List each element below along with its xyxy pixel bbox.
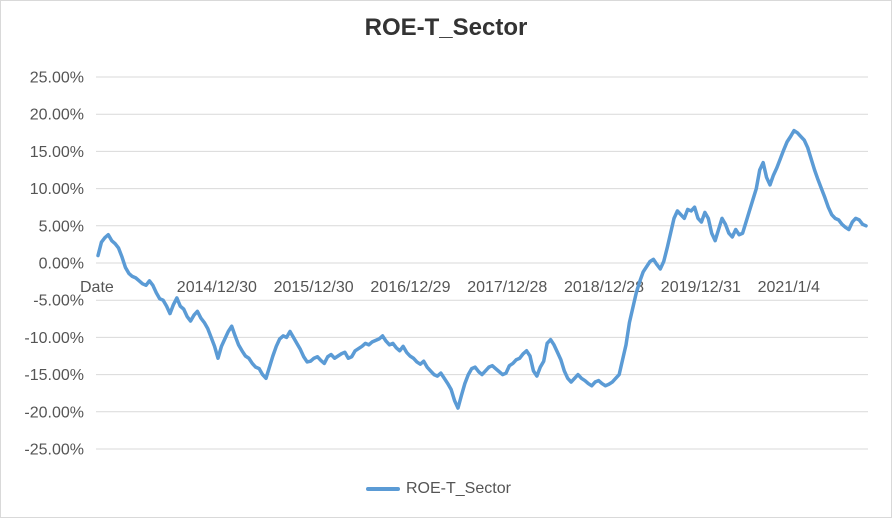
y-tick-label: -15.00% [24,367,84,384]
y-tick-label: -10.00% [24,330,84,347]
y-tick-label: 10.00% [30,181,84,198]
x-tick-label: 2016/12/29 [370,279,450,296]
x-axis-ticks: Date 2014/12/30 2015/12/30 2016/12/29 2017/1… [80,279,820,296]
x-tick-label: 2021/1/4 [758,279,820,296]
x-tick-label: 2019/12/31 [661,279,741,296]
series-layer [96,128,868,410]
gridlines [96,76,868,450]
legend-label: ROE-T_Sector [406,480,511,497]
y-tick-label: -20.00% [24,404,84,421]
y-tick-label: 15.00% [30,144,84,161]
legend: ROE-T_Sector [366,478,511,500]
y-tick-label: 5.00% [39,218,84,235]
x-tick-label: 2018/12/28 [564,279,644,296]
y-tick-label: -5.00% [33,293,84,310]
x-tick-label: Date [80,279,114,296]
y-tick-label: -25.00% [24,442,84,459]
series-line-0 [96,128,868,410]
chart-title: ROE-T_Sector [364,14,528,41]
legend-swatch [366,487,400,491]
y-tick-label: 25.00% [30,70,84,87]
y-tick-label: 0.00% [39,256,84,273]
x-tick-label: 2014/12/30 [177,279,257,296]
y-tick-label: 20.00% [30,107,84,124]
y-axis-ticks: 25.00% 20.00% 15.00% 10.00% 5.00% 0.00% -5.00%… [24,70,84,459]
x-tick-label: 2015/12/30 [274,279,354,296]
x-tick-label: 2017/12/28 [467,279,547,296]
